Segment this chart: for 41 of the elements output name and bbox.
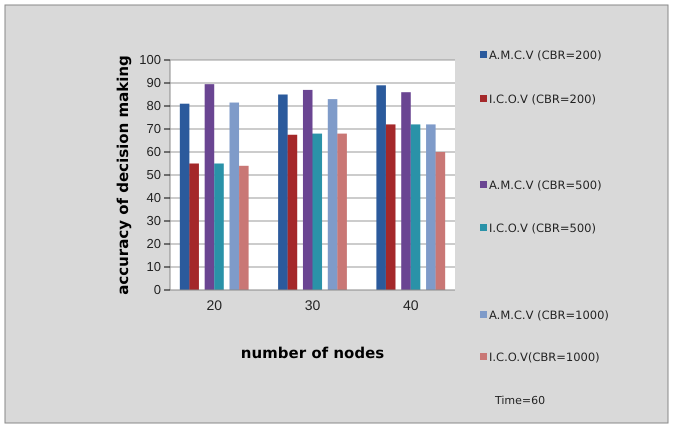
bar xyxy=(337,134,347,290)
y-tick-label: 60 xyxy=(146,144,161,160)
x-tick-label: 40 xyxy=(402,296,419,313)
x-tick-label: 20 xyxy=(206,296,222,313)
legend-label: A.M.C.V (CBR=1000) xyxy=(489,308,609,322)
y-tick-label: 30 xyxy=(146,213,161,228)
bar xyxy=(239,166,249,290)
bar xyxy=(376,85,386,290)
legend-label: A.M.C.V (CBR=200) xyxy=(489,48,602,62)
x-axis-title: number of nodes xyxy=(240,344,384,362)
legend-label: I.C.O.V (CBR=200) xyxy=(489,92,596,106)
y-tick-label: 20 xyxy=(146,236,161,252)
bar xyxy=(278,94,288,290)
x-tick-label: 30 xyxy=(304,296,320,313)
y-tick-label: 50 xyxy=(146,167,161,182)
text: Time=60 xyxy=(494,394,546,407)
y-tick-label: 90 xyxy=(146,75,161,90)
bar xyxy=(312,134,322,290)
y-tick-label: 10 xyxy=(146,259,161,274)
bar xyxy=(401,92,411,290)
y-tick-label: 70 xyxy=(146,121,161,136)
bar xyxy=(386,124,396,290)
y-axis-title: accuracy of decision making xyxy=(114,55,132,295)
bar xyxy=(302,90,312,290)
bar xyxy=(214,164,224,290)
bar xyxy=(436,152,446,290)
legend-label: I.C.O.V(CBR=1000) xyxy=(489,350,600,364)
y-tick-label: 0 xyxy=(154,282,161,298)
legend-label: I.C.O.V (CBR=500) xyxy=(489,221,596,235)
y-tick-label: 80 xyxy=(146,98,161,114)
bar xyxy=(230,102,240,290)
bar xyxy=(180,104,190,290)
bar xyxy=(410,124,420,290)
y-tick-label: 100 xyxy=(139,52,161,68)
bar xyxy=(328,99,338,290)
bar xyxy=(189,164,199,290)
legend-label: A.M.C.V (CBR=500) xyxy=(489,178,602,192)
bar xyxy=(288,134,298,290)
bar xyxy=(426,124,436,290)
bar xyxy=(204,84,214,290)
y-tick-label: 40 xyxy=(146,190,161,206)
